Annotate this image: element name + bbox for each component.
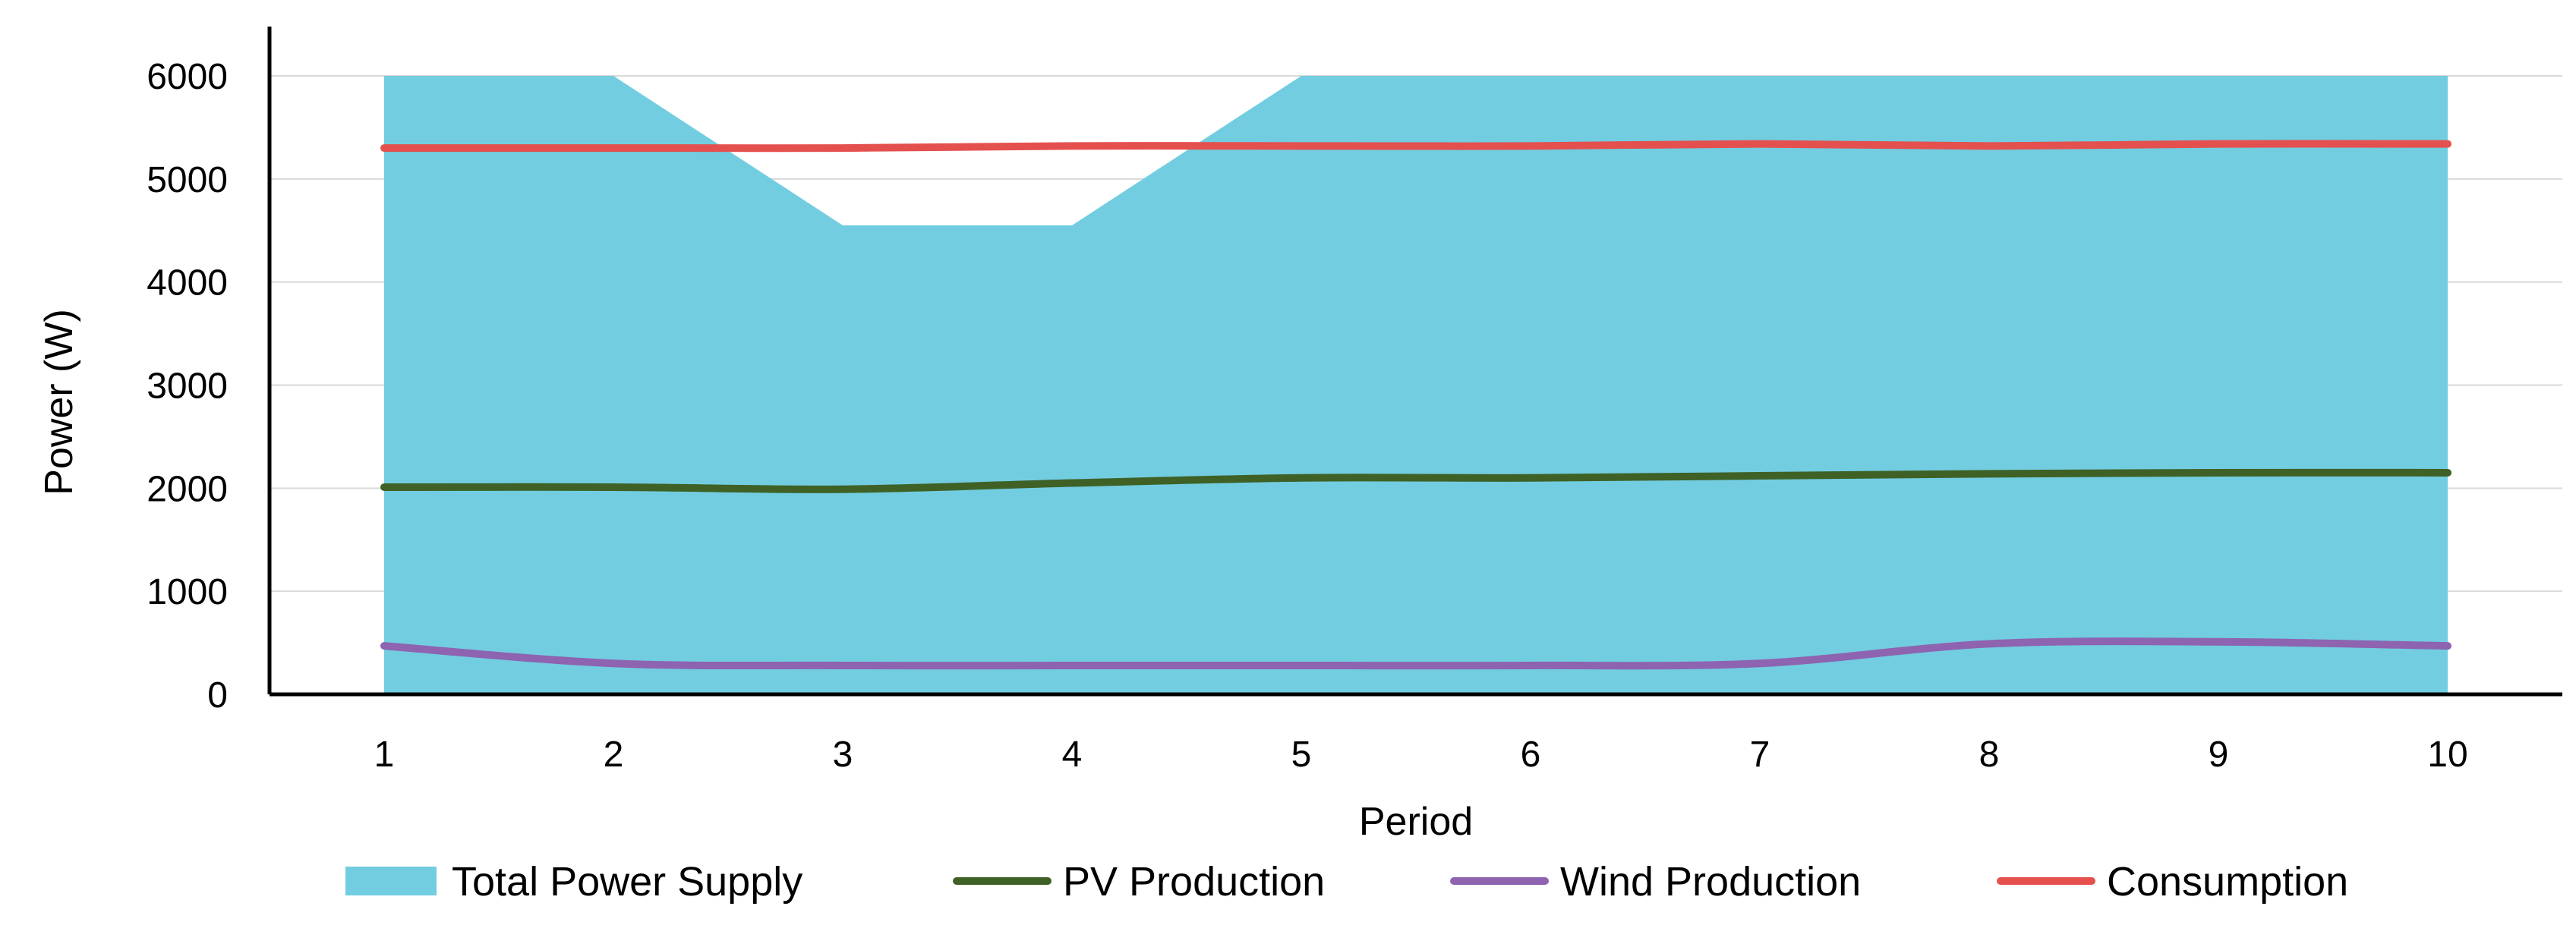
y-tick-label: 0 bbox=[207, 675, 228, 716]
y-tick-label: 3000 bbox=[147, 367, 228, 407]
line-wind-production bbox=[380, 637, 2451, 670]
y-tick-label: 2000 bbox=[147, 469, 228, 509]
x-tick-label: 5 bbox=[1291, 735, 1312, 775]
x-tick-label: 1 bbox=[374, 735, 395, 775]
legend-label-consumption: Consumption bbox=[2107, 859, 2348, 905]
x-tick-label: 3 bbox=[833, 735, 853, 775]
legend-swatch-total-power-supply bbox=[345, 867, 437, 895]
axes bbox=[267, 27, 2562, 697]
line-pv-production bbox=[380, 468, 2451, 493]
legend-label-pv-production: PV Production bbox=[1063, 859, 1325, 905]
x-axis-title: Period bbox=[1359, 800, 1473, 844]
x-tick-labels: 1 2 3 4 5 6 7 8 9 10 bbox=[374, 735, 2468, 775]
y-tick-label: 5000 bbox=[147, 160, 228, 200]
legend-label-total-power-supply: Total Power Supply bbox=[452, 859, 802, 905]
y-axis-title: Power (W) bbox=[37, 309, 81, 496]
x-tick-label: 7 bbox=[1750, 735, 1770, 775]
x-tick-label: 2 bbox=[604, 735, 624, 775]
y-tick-labels: 0 1000 2000 3000 4000 5000 6000 bbox=[147, 57, 228, 716]
line-layer bbox=[380, 140, 2451, 670]
x-tick-label: 10 bbox=[2427, 735, 2467, 775]
x-tick-label: 4 bbox=[1062, 735, 1083, 775]
y-tick-label: 1000 bbox=[147, 572, 228, 612]
y-tick-label: 4000 bbox=[147, 263, 228, 304]
area-total-power-supply bbox=[384, 76, 2448, 694]
legend-label-wind-production: Wind Production bbox=[1560, 859, 1861, 905]
y-tick-label: 6000 bbox=[147, 57, 228, 97]
x-tick-label: 6 bbox=[1521, 735, 1541, 775]
x-tick-label: 9 bbox=[2209, 735, 2229, 775]
legend: Total Power Supply PV Production Wind Prod… bbox=[345, 859, 2348, 905]
area-layer bbox=[384, 76, 2448, 694]
line-consumption bbox=[380, 140, 2451, 153]
x-tick-label: 8 bbox=[1979, 735, 2000, 775]
